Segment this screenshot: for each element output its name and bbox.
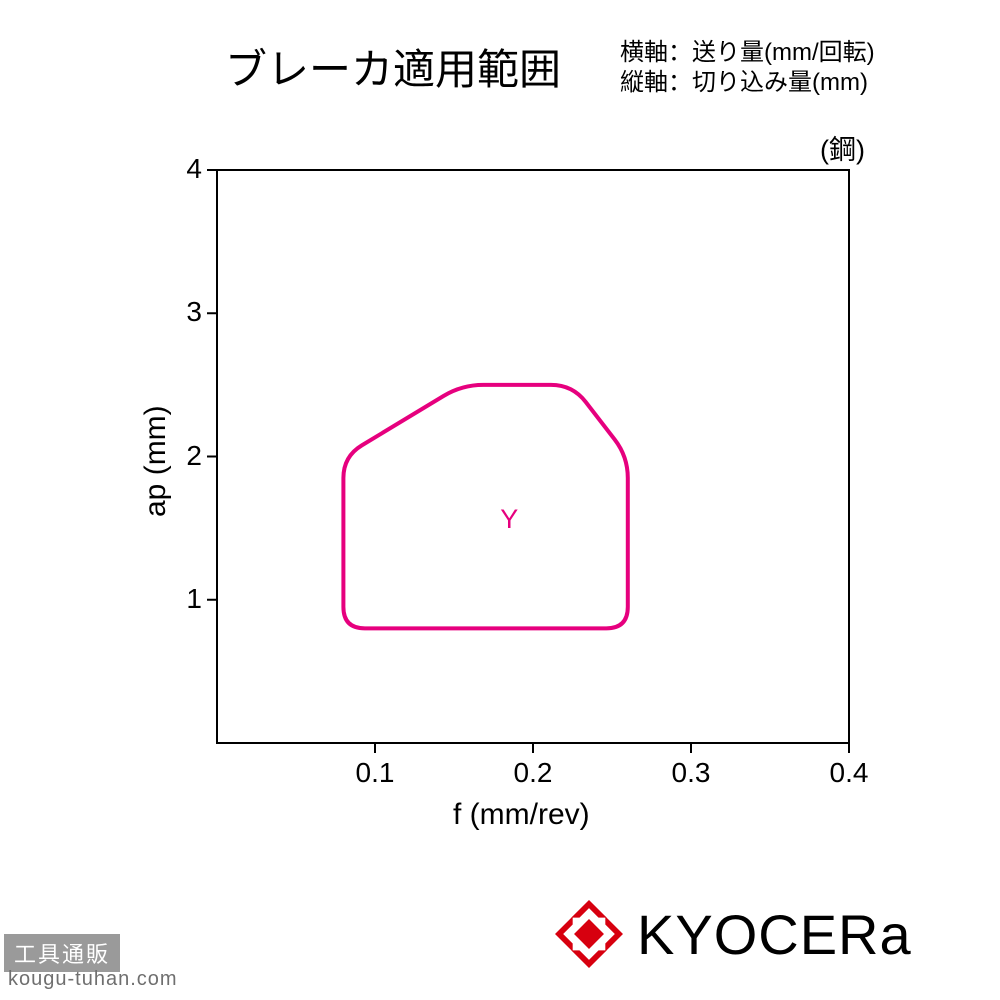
brand-name: KYOCERa [637, 902, 912, 967]
chart-plot: Y [97, 50, 969, 863]
y-tick-label: 2 [172, 440, 202, 472]
x-axis-label: f (mm/rev) [453, 798, 590, 832]
y-tick-label: 3 [172, 296, 202, 328]
brand-icon [555, 900, 623, 968]
x-tick-label: 0.1 [350, 757, 400, 789]
vendor-badge: 工具通販 [4, 934, 120, 972]
vendor-url: kougu-tuhan.com [8, 968, 178, 991]
breaker-region [343, 385, 627, 629]
brand: KYOCERa [555, 900, 912, 968]
x-tick-label: 0.2 [508, 757, 558, 789]
y-axis-label: ap (mm) [139, 405, 173, 517]
y-tick-label: 1 [172, 583, 202, 615]
x-tick-label: 0.4 [824, 757, 874, 789]
y-tick-label: 4 [172, 153, 202, 185]
region-label: Y [500, 504, 518, 534]
x-tick-label: 0.3 [666, 757, 716, 789]
